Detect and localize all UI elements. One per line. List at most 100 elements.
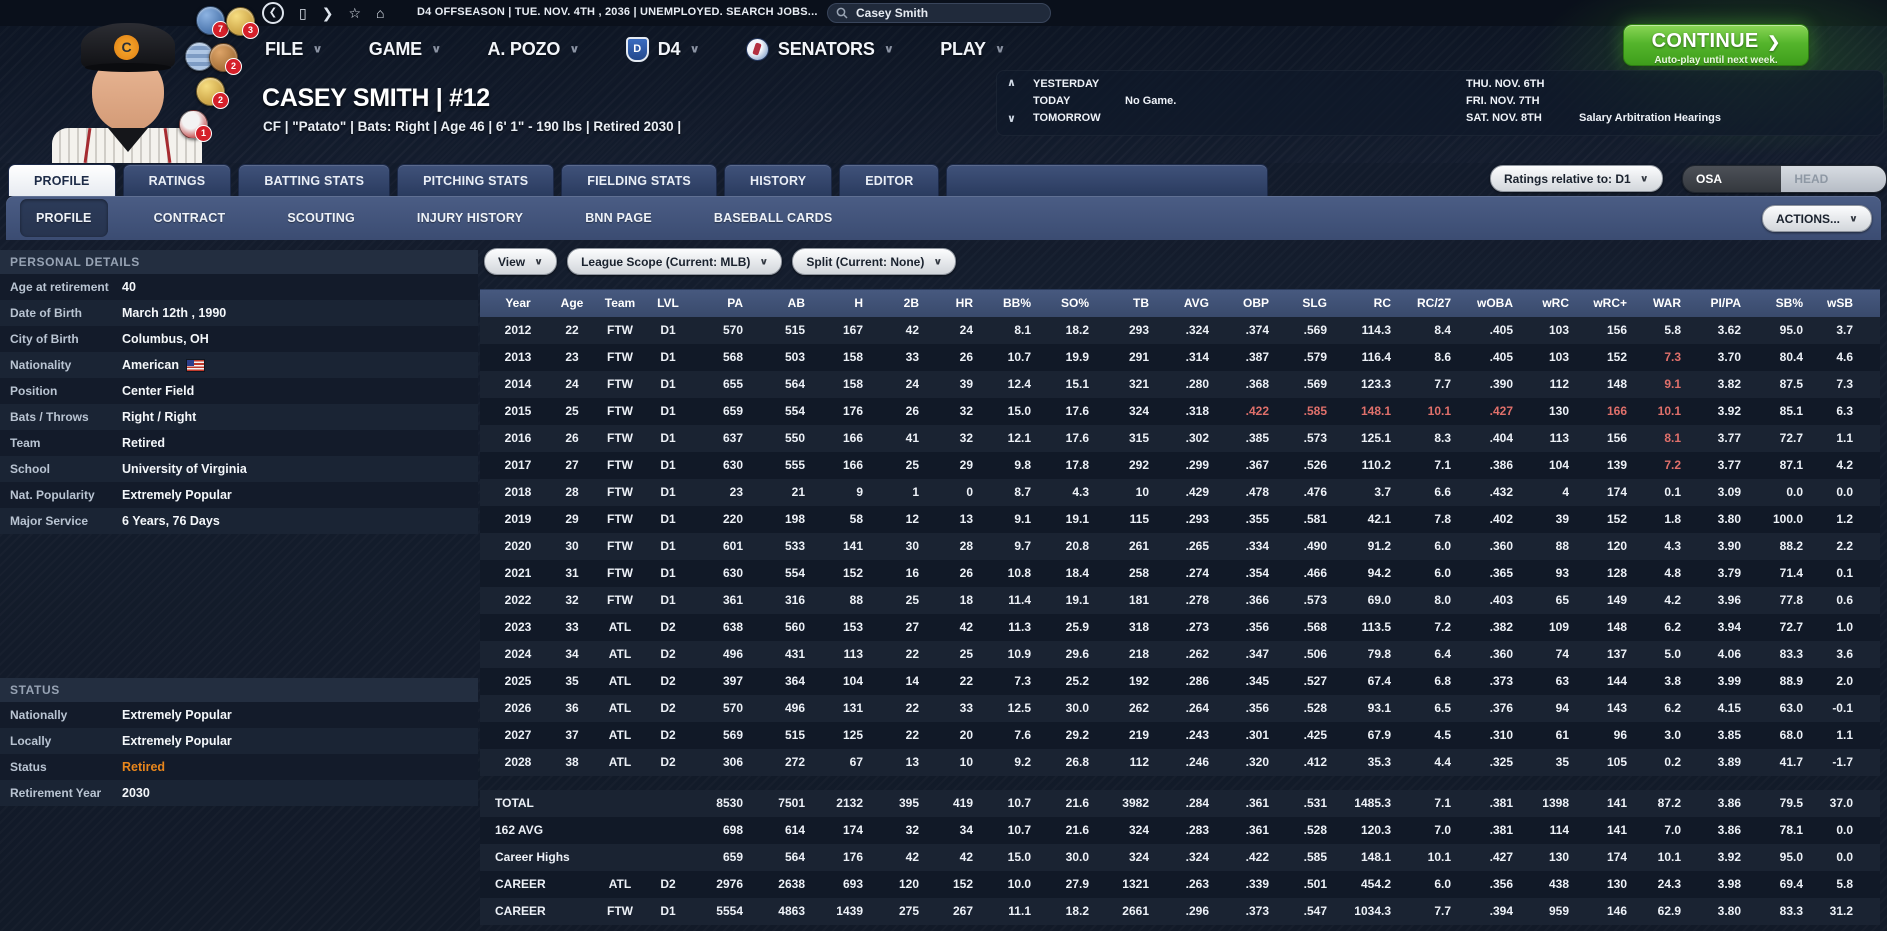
cell-TB: 10 — [1135, 485, 1149, 499]
home-icon[interactable]: ⌂ — [376, 5, 385, 21]
forward-icon[interactable]: ❯ — [321, 5, 334, 21]
chevron-down-icon: ∨ — [689, 42, 700, 55]
schedule-down-icon[interactable]: ∨ — [1007, 113, 1016, 125]
league-scope-dropdown[interactable]: League Scope (Current: MLB) ∨ — [567, 248, 783, 275]
cell-BB%: 12.4 — [1007, 377, 1031, 391]
subtab-contract[interactable]: CONTRACT — [153, 211, 226, 225]
cell-PI/PA: 3.86 — [1717, 796, 1741, 810]
subtab-scouting[interactable]: SCOUTING — [287, 211, 355, 225]
split-dropdown[interactable]: Split (Current: None) ∨ — [792, 248, 957, 275]
col-header-HR[interactable]: HR — [955, 296, 973, 310]
col-header-SO%[interactable]: SO% — [1060, 296, 1089, 310]
cell-OBP: .367 — [1245, 458, 1269, 472]
cell-SB%: 88.2 — [1779, 539, 1803, 553]
col-header-PI/PA[interactable]: PI/PA — [1710, 296, 1741, 310]
subtab-baseball-cards[interactable]: BASEBALL CARDS — [713, 211, 833, 225]
tab-editor[interactable]: EDITOR — [839, 164, 940, 196]
bookmark-star-icon[interactable]: ☆ — [348, 5, 362, 21]
tab-profile[interactable]: PROFILE — [8, 164, 116, 196]
actions-dropdown[interactable]: ACTIONS... ∨ — [1762, 205, 1872, 232]
search-box[interactable] — [827, 3, 1051, 23]
device-icon[interactable]: ▯ — [299, 5, 307, 21]
menu-item-d4[interactable]: D D4 ∨ — [625, 36, 700, 62]
cell-SB%: 95.0 — [1779, 850, 1803, 864]
col-header-TB[interactable]: TB — [1133, 296, 1149, 310]
award-badge-icon[interactable] — [185, 42, 214, 71]
menu-item-manager[interactable]: A. POZO ∨ — [488, 39, 580, 60]
tab-ratings[interactable]: RATINGS — [122, 164, 232, 196]
col-header-wRC[interactable]: wRC — [1542, 296, 1569, 310]
cell-wOBA: .386 — [1489, 458, 1513, 472]
col-header-AVG[interactable]: AVG — [1183, 296, 1209, 310]
cell-Year: 2023 — [504, 620, 532, 634]
col-header-wOBA[interactable]: wOBA — [1477, 296, 1513, 310]
cell-PA: 659 — [722, 404, 743, 418]
award-badge-icon[interactable]: 2 — [196, 77, 229, 109]
cell-RC/27: 8.3 — [1434, 431, 1451, 445]
col-header-Age[interactable]: Age — [560, 296, 584, 310]
menu-item-play[interactable]: PLAY ∨ — [940, 39, 1005, 60]
col-header-Team[interactable]: Team — [604, 296, 636, 310]
detail-label: Status — [10, 760, 47, 774]
col-header-OBP[interactable]: OBP — [1242, 296, 1269, 310]
ratings-relative-label: Ratings relative to: D1 — [1504, 171, 1631, 186]
subtab-injury-history[interactable]: INJURY HISTORY — [416, 211, 524, 225]
search-input[interactable] — [854, 5, 1038, 21]
award-badge-icon[interactable]: 2 — [209, 43, 242, 75]
award-badge-icon[interactable]: 3 — [226, 7, 259, 39]
col-header-AB[interactable]: AB — [787, 296, 805, 310]
detail-value: Columbus, OH — [122, 332, 209, 346]
ratings-relative-dropdown[interactable]: Ratings relative to: D1 ∨ — [1490, 165, 1663, 192]
view-dropdown[interactable]: View ∨ — [484, 248, 558, 275]
menu-item-senators[interactable]: SENATORS ∨ — [745, 37, 894, 61]
cell-2B: 32 — [905, 823, 919, 837]
tab-pitching-stats[interactable]: PITCHING STATS — [397, 164, 555, 196]
schedule-up-icon[interactable]: ∧ — [1007, 77, 1016, 89]
cell-Team: ATL — [608, 755, 632, 769]
cell-RC/27: 6.0 — [1434, 566, 1451, 580]
col-header-BB%[interactable]: BB% — [1002, 296, 1031, 310]
menu-item-file[interactable]: FILE ∨ — [265, 39, 323, 60]
col-header-SB%[interactable]: SB% — [1775, 296, 1803, 310]
col-header-WAR[interactable]: WAR — [1653, 296, 1681, 310]
col-header-LVL[interactable]: LVL — [657, 296, 679, 310]
tab-fielding-stats[interactable]: FIELDING STATS — [561, 164, 717, 196]
subtab-bnn-page[interactable]: BNN PAGE — [585, 211, 652, 225]
subtab-profile[interactable]: PROFILE — [20, 199, 108, 237]
col-header-2B[interactable]: 2B — [903, 296, 919, 310]
badge-count: 2 — [212, 92, 229, 109]
col-header-RC/27[interactable]: RC/27 — [1416, 296, 1451, 310]
actions-label: ACTIONS... — [1776, 211, 1841, 226]
detail-label: Locally — [10, 734, 52, 748]
tab-batting-stats[interactable]: BATTING STATS — [238, 164, 391, 196]
col-header-wRC+[interactable]: wRC+ — [1593, 296, 1627, 310]
cell-2B: 41 — [905, 431, 919, 445]
cell-wRC+: 141 — [1606, 823, 1627, 837]
cell-PA: 496 — [722, 647, 743, 661]
cell-Age: 32 — [565, 593, 579, 607]
cell-PI/PA: 3.98 — [1717, 877, 1741, 891]
col-header-H[interactable]: H — [854, 296, 863, 310]
col-header-RC[interactable]: RC — [1373, 296, 1391, 310]
col-header-wSB[interactable]: wSB — [1826, 296, 1853, 310]
col-header-PA[interactable]: PA — [727, 296, 743, 310]
cell-SB%: 79.5 — [1779, 796, 1803, 810]
cell-PA: 5554 — [716, 904, 743, 918]
award-badge-icon[interactable]: 1 — [179, 110, 212, 142]
cell-2B: 14 — [905, 674, 919, 688]
continue-button[interactable]: CONTINUE ❯ Auto-play until next week. — [1623, 24, 1809, 66]
cell-wRC+: 120 — [1606, 539, 1627, 553]
col-header-SLG[interactable]: SLG — [1302, 296, 1327, 310]
award-badge-icon[interactable]: 7 — [196, 6, 229, 38]
menu-item-game[interactable]: GAME ∨ — [369, 39, 442, 60]
cell-H: 2132 — [836, 796, 863, 810]
cell-Year: CAREER — [495, 904, 546, 918]
cell-AB: 515 — [784, 728, 805, 742]
head-scout-toggle[interactable]: HEAD SCOUT — [1781, 166, 1886, 192]
cell-wRC: 74 — [1555, 647, 1569, 661]
back-icon[interactable]: ❮ — [262, 2, 284, 24]
cell-Age: 23 — [565, 350, 579, 364]
tab-history[interactable]: HISTORY — [723, 164, 833, 196]
osa-ratings-toggle[interactable]: OSA Ratings — [1683, 166, 1782, 192]
col-header-Year[interactable]: Year — [505, 296, 531, 310]
